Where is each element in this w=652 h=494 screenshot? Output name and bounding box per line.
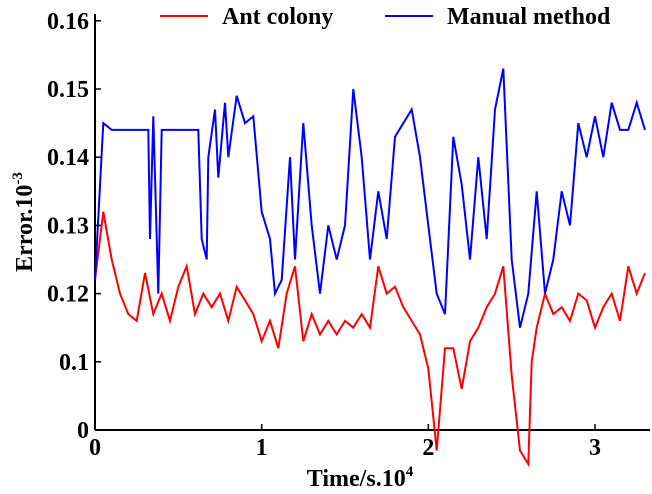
y-tick-label: 0.1 — [59, 350, 89, 376]
y-tick-label: 0.16 — [47, 9, 89, 35]
line-series — [94, 68, 646, 328]
y-tick-label: 0.12 — [47, 282, 89, 308]
x-tick-label: 1 — [256, 435, 268, 461]
x-tick-label: 0 — [89, 435, 101, 461]
y-axis-label: Error.10-3 — [10, 172, 38, 272]
x-tick-label: 3 — [589, 435, 601, 461]
legend-label: Ant colony — [222, 4, 333, 30]
y-tick-label: 0.15 — [47, 77, 89, 103]
x-tick-label: 2 — [422, 435, 434, 461]
y-tick-label: 0.13 — [47, 213, 89, 239]
x-axis-label: Time/s.104 — [307, 464, 414, 492]
y-tick-label: 0 — [77, 418, 89, 444]
legend-label: Manual method — [447, 4, 611, 30]
y-tick-label: 0.14 — [47, 145, 89, 171]
line-series — [94, 211, 646, 468]
